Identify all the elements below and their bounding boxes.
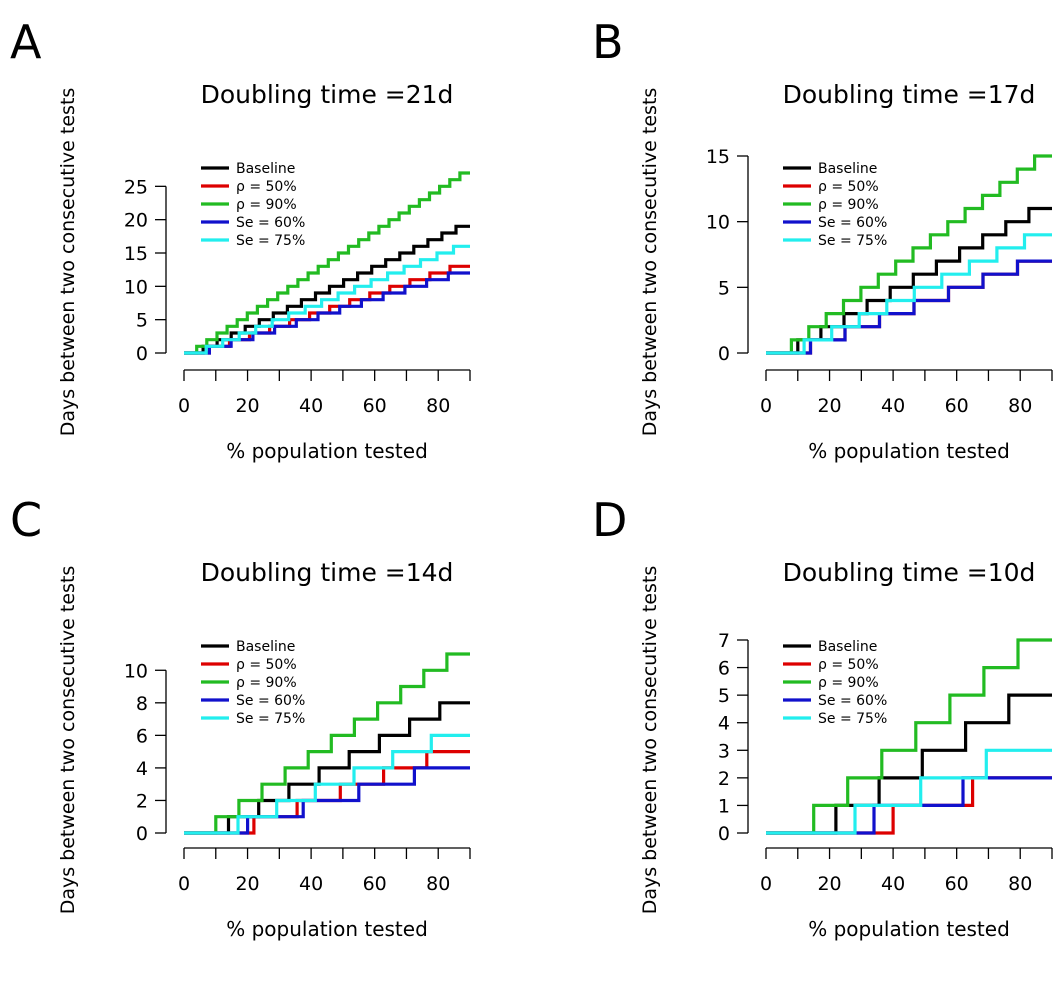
- x-axis-label: % population tested: [226, 439, 428, 463]
- series-line-2: [184, 750, 470, 835]
- x-tick-label: 80: [1008, 873, 1032, 895]
- panel-label: A: [10, 15, 42, 69]
- y-tick-label: 15: [124, 243, 148, 265]
- y-axis-label: Days between two consecutive tests: [639, 566, 661, 915]
- y-tick-label: 6: [718, 658, 730, 680]
- y-tick-label: 10: [124, 660, 148, 682]
- legend-label: Se = 60%: [236, 693, 305, 709]
- panel-label: D: [592, 493, 627, 547]
- x-tick-label: 0: [760, 873, 772, 895]
- y-tick-label: 2: [136, 790, 148, 812]
- x-tick-label: 0: [178, 873, 190, 895]
- x-tick-label: 0: [178, 395, 190, 417]
- legend-label: ρ = 90%: [236, 197, 297, 213]
- y-tick-label: 25: [124, 176, 148, 198]
- legend-label: Se = 75%: [236, 233, 305, 249]
- legend-label: Baseline: [818, 161, 877, 177]
- x-tick-label: 80: [1008, 395, 1032, 417]
- y-tick-label: 6: [136, 725, 148, 747]
- chart-title: Doubling time =14d: [201, 558, 454, 587]
- y-tick-label: 4: [718, 713, 730, 735]
- x-tick-label: 60: [945, 395, 969, 417]
- x-tick-label: 80: [426, 873, 450, 895]
- chart-title: Doubling time =21d: [201, 80, 454, 109]
- x-tick-label: 40: [299, 873, 323, 895]
- y-tick-label: 7: [718, 630, 730, 652]
- legend-label: ρ = 90%: [236, 675, 297, 691]
- chart-title: Doubling time =17d: [783, 80, 1036, 109]
- x-tick-label: 40: [881, 873, 905, 895]
- panel-a: A Doubling time =21d Days between two cons…: [10, 15, 471, 463]
- x-axis-label: % population tested: [808, 917, 1010, 941]
- x-tick-label: 40: [881, 395, 905, 417]
- x-tick-label: 60: [363, 873, 387, 895]
- series-line-5: [766, 233, 1052, 355]
- y-tick-label: 20: [124, 210, 148, 232]
- chart-title: Doubling time =10d: [783, 558, 1036, 587]
- legend-label: Se = 60%: [236, 215, 305, 231]
- legend-label: Se = 75%: [818, 711, 887, 727]
- series-line-3: [184, 652, 470, 835]
- panel-c: C Doubling time =14d Days between two cons…: [10, 493, 471, 941]
- y-tick-label: 0: [136, 823, 148, 845]
- y-tick-label: 10: [706, 212, 730, 234]
- x-tick-label: 60: [945, 873, 969, 895]
- x-axis-label: % population tested: [226, 917, 428, 941]
- legend-label: Baseline: [236, 161, 295, 177]
- legend-label: ρ = 90%: [818, 675, 879, 691]
- x-tick-label: 20: [817, 873, 841, 895]
- x-tick-label: 40: [299, 395, 323, 417]
- legend-label: Se = 60%: [818, 215, 887, 231]
- series-line-3: [766, 638, 1052, 835]
- y-tick-label: 1: [718, 795, 730, 817]
- legend-label: Se = 75%: [236, 711, 305, 727]
- legend-label: Se = 60%: [818, 693, 887, 709]
- y-tick-label: 0: [718, 343, 730, 365]
- x-tick-label: 60: [363, 395, 387, 417]
- x-tick-label: 80: [426, 395, 450, 417]
- legend-label: Baseline: [818, 639, 877, 655]
- legend-label: ρ = 50%: [236, 179, 297, 195]
- legend-label: ρ = 50%: [236, 657, 297, 673]
- legend-label: Baseline: [236, 639, 295, 655]
- y-tick-label: 5: [718, 685, 730, 707]
- legend-label: ρ = 50%: [818, 179, 879, 195]
- y-tick-label: 3: [718, 740, 730, 762]
- series-line-5: [766, 748, 1052, 835]
- series-line-5: [184, 244, 470, 355]
- y-axis-label: Days between two consecutive tests: [639, 88, 661, 437]
- y-tick-label: 0: [136, 343, 148, 365]
- x-tick-label: 0: [760, 395, 772, 417]
- x-tick-label: 20: [817, 395, 841, 417]
- y-tick-label: 4: [136, 758, 148, 780]
- y-axis-label: Days between two consecutive tests: [57, 88, 79, 437]
- panel-d: D Doubling time =10d Days between two cons…: [592, 493, 1053, 941]
- series-line-1: [766, 693, 1052, 835]
- series-line-3: [184, 171, 470, 355]
- series-line-5: [184, 733, 470, 835]
- y-tick-label: 2: [718, 768, 730, 790]
- panel-b: B Doubling time =17d Days between two cons…: [592, 15, 1053, 463]
- y-axis-label: Days between two consecutive tests: [57, 566, 79, 915]
- y-tick-label: 8: [136, 693, 148, 715]
- x-tick-label: 20: [235, 873, 259, 895]
- y-tick-label: 5: [718, 277, 730, 299]
- y-tick-label: 5: [136, 310, 148, 332]
- y-tick-label: 10: [124, 276, 148, 298]
- panel-label: C: [10, 493, 42, 547]
- legend-label: Se = 75%: [818, 233, 887, 249]
- y-tick-label: 15: [706, 146, 730, 168]
- y-tick-label: 0: [718, 823, 730, 845]
- series-line-1: [766, 206, 1052, 355]
- legend-label: ρ = 50%: [818, 657, 879, 673]
- x-tick-label: 20: [235, 395, 259, 417]
- x-axis-label: % population tested: [808, 439, 1010, 463]
- series-line-4: [184, 766, 470, 835]
- panel-label: B: [592, 15, 624, 69]
- legend-label: ρ = 90%: [818, 197, 879, 213]
- series-line-3: [766, 154, 1052, 355]
